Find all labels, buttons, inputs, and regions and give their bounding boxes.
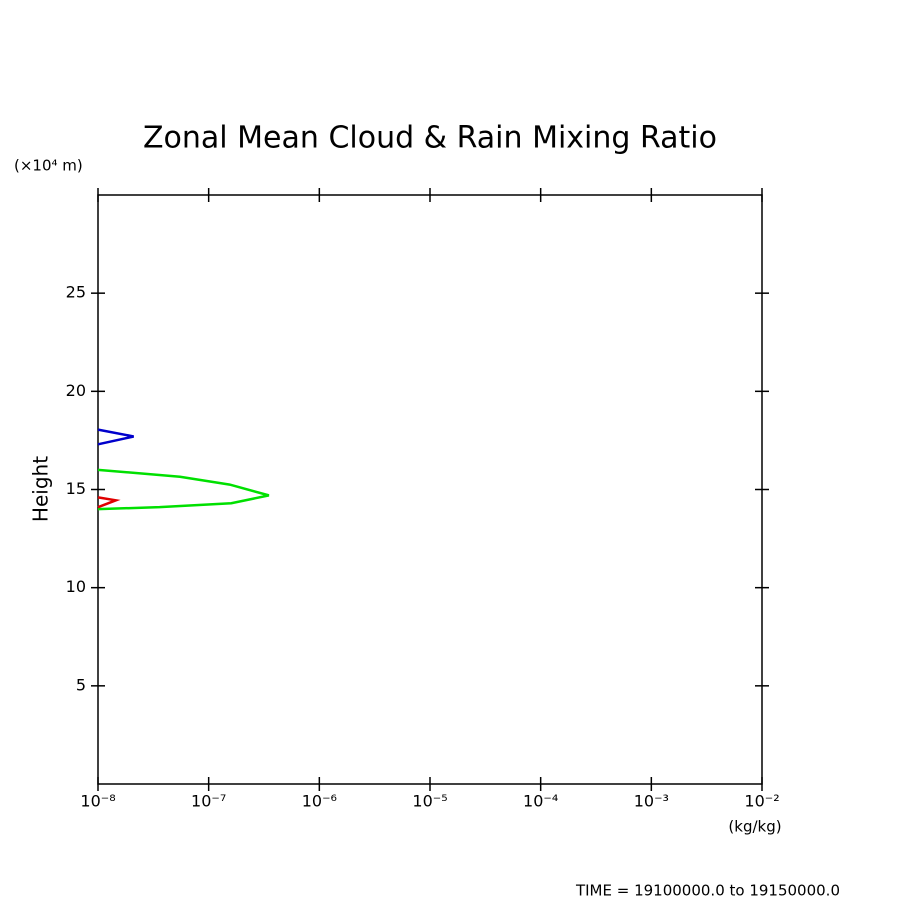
y-unit-label: (×10⁴ m) (14, 157, 83, 175)
series-line (97, 496, 121, 509)
x-tick-label: 10⁻⁸ (80, 792, 115, 811)
y-tick-label: 25 (66, 283, 86, 302)
chart-title: Zonal Mean Cloud & Rain Mixing Ratio (143, 121, 717, 156)
y-tick-label: 10 (66, 577, 86, 596)
footer: TIME = 19100000.0 to 19150000.0 (575, 882, 840, 900)
series-line (97, 468, 270, 511)
x-tick-label: 10⁻² (744, 792, 779, 811)
y-axis-label: Height (29, 456, 53, 522)
y-tick-label: 20 (66, 381, 86, 400)
x-unit-label: (kg/kg) (728, 818, 781, 836)
x-tick-label: 10⁻⁴ (523, 792, 558, 811)
x-tick-label: 10⁻⁶ (302, 792, 337, 811)
x-tick-label: 10⁻⁵ (412, 792, 447, 811)
x-tick-label: 10⁻³ (634, 792, 669, 811)
x-tick-label: 10⁻⁷ (191, 792, 226, 811)
series-line (97, 428, 134, 446)
y-tick-label: 15 (66, 479, 86, 498)
y-tick-label: 5 (76, 675, 86, 694)
